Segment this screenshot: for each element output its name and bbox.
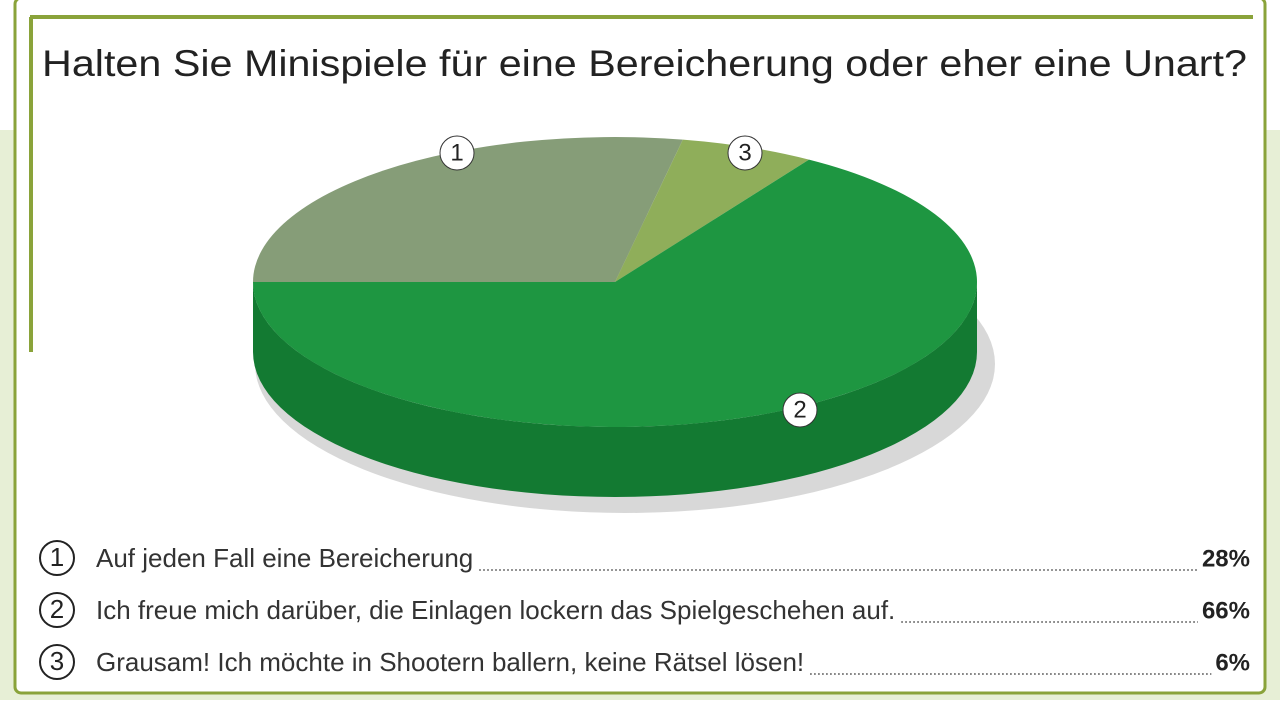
pie-marker-label: 1 <box>450 139 463 166</box>
pie-marker <box>727 135 763 171</box>
legend-marker <box>39 592 75 628</box>
pie-slice <box>253 137 683 282</box>
pie-side <box>253 282 977 497</box>
legend-value: 28% <box>1202 545 1250 572</box>
legend-marker <box>39 540 75 576</box>
legend-value: 6% <box>1215 649 1250 676</box>
legend: 1 Auf jeden Fall eine Bereicherung 28% 2 Ich… <box>39 540 1250 680</box>
pie-marker <box>782 392 818 428</box>
legend-marker-label: 3 <box>50 646 64 676</box>
pie-slice <box>253 159 977 428</box>
legend-value: 66% <box>1202 597 1250 624</box>
pie: 1 2 3 <box>253 135 995 513</box>
pie-marker-label: 3 <box>738 139 751 166</box>
chart-title: Halten Sie Minispiele für eine Bereicher… <box>42 43 1247 84</box>
legend-marker-label: 2 <box>50 594 64 624</box>
legend-marker <box>39 644 75 680</box>
legend-label: Ich freue mich darüber, die Einlagen loc… <box>96 595 895 625</box>
pie-marker-label: 2 <box>793 396 806 423</box>
pie-marker <box>439 135 475 171</box>
legend-label: Grausam! Ich möchte in Shootern ballern,… <box>96 647 804 677</box>
legend-label: Auf jeden Fall eine Bereicherung <box>96 543 473 573</box>
pie-slice <box>615 139 809 282</box>
legend-marker-label: 1 <box>50 542 64 572</box>
